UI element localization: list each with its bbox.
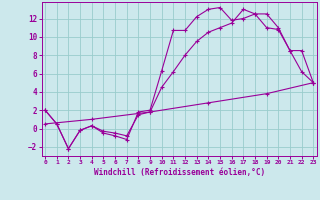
X-axis label: Windchill (Refroidissement éolien,°C): Windchill (Refroidissement éolien,°C)	[94, 168, 265, 177]
